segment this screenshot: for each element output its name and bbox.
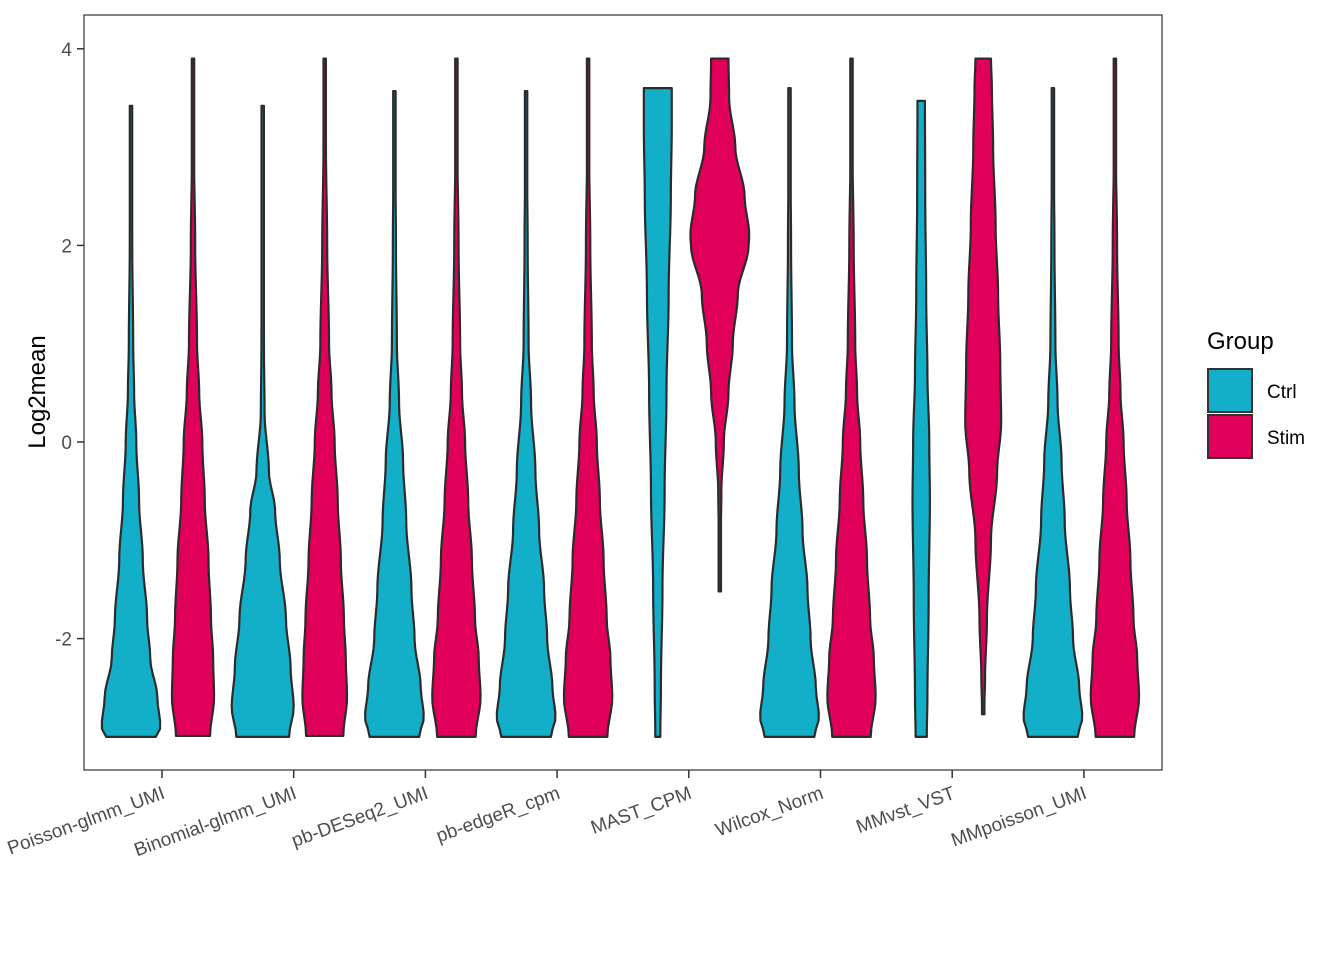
violin-stim-mmpoisson-umi	[1089, 57, 1141, 738]
violin-ctrl-binomial-glmm-umi	[230, 104, 295, 738]
violin-ctrl-pb-edger-cpm	[495, 89, 557, 738]
x-axis: Poisson-glmm_UMIBinomial-glmm_UMIpb-DESe…	[5, 770, 1090, 861]
x-tick-label: pb-DESeq2_UMI	[289, 783, 431, 852]
y-tick-label: -2	[55, 630, 72, 651]
legend: Group Ctrl Stim	[1207, 328, 1305, 459]
legend-key-stim	[1207, 414, 1253, 459]
violin-ctrl-poisson-glmm-umi	[100, 104, 162, 738]
y-axis-label: Log2mean	[24, 335, 51, 448]
y-tick-label: 4	[61, 40, 72, 61]
violin-stim-binomial-glmm-umi	[301, 57, 349, 738]
violin-ctrl-mmpoisson-umi	[1022, 87, 1084, 738]
violin-ctrl-wilcox-norm	[759, 87, 820, 738]
violin-ctrl-mmvst-vst	[911, 99, 931, 738]
x-tick-label: MAST_CPM	[588, 783, 694, 839]
legend-key-ctrl	[1207, 368, 1253, 413]
violin-stim-mast-cpm	[689, 57, 751, 593]
violin-stim-poisson-glmm-umi	[170, 57, 216, 738]
violin-ctrl-mast-cpm	[642, 87, 673, 738]
legend-label-ctrl: Ctrl	[1267, 382, 1297, 403]
violin-stim-wilcox-norm	[826, 57, 877, 738]
x-tick-label: MMvst_VST	[854, 783, 959, 838]
y-tick-label: 2	[61, 236, 72, 257]
y-axis: -2 0 2 4	[55, 40, 84, 651]
x-tick-label: pb-edgeR_cpm	[434, 783, 563, 847]
y-tick-label: 0	[61, 433, 72, 454]
legend-title: Group	[1207, 328, 1274, 355]
violin-stim-pb-edger-cpm	[562, 57, 614, 738]
x-tick-label: MMpoisson_UMI	[948, 783, 1089, 851]
x-tick-label: Wilcox_Norm	[713, 783, 826, 841]
violin-stim-pb-deseq2-umi	[431, 57, 482, 738]
violin-stim-mmvst-vst	[964, 57, 1003, 716]
legend-label-stim: Stim	[1267, 428, 1305, 449]
violins-layer	[100, 57, 1141, 738]
violin-ctrl-pb-deseq2-umi	[364, 89, 425, 738]
